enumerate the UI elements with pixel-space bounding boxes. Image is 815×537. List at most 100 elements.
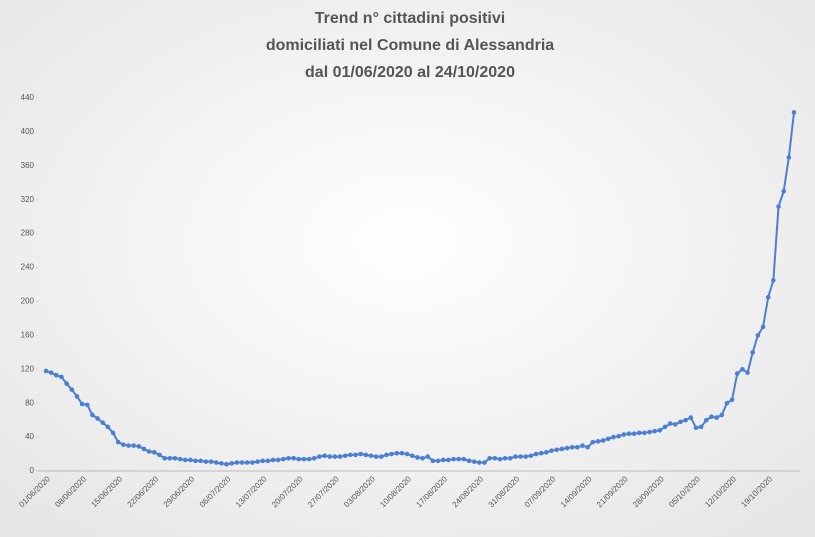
marker xyxy=(79,401,85,407)
y-tick-label: 40 xyxy=(25,432,34,441)
marker xyxy=(487,455,492,461)
marker xyxy=(683,417,688,423)
marker xyxy=(203,459,209,464)
marker xyxy=(311,455,317,461)
marker xyxy=(544,450,549,455)
marker xyxy=(337,454,343,459)
marker xyxy=(765,294,771,300)
marker xyxy=(688,415,694,420)
y-tick-label: 360 xyxy=(21,161,35,170)
marker xyxy=(420,455,425,461)
marker xyxy=(404,451,410,457)
y-tick-label: 80 xyxy=(25,398,34,407)
marker xyxy=(358,451,363,457)
marker xyxy=(590,439,596,445)
marker xyxy=(456,456,461,462)
marker xyxy=(636,430,642,436)
marker xyxy=(162,455,167,461)
marker xyxy=(255,459,260,464)
marker xyxy=(415,455,420,460)
marker xyxy=(786,155,792,160)
marker xyxy=(559,446,565,452)
marker xyxy=(74,394,80,399)
marker xyxy=(791,110,797,115)
marker xyxy=(146,449,152,454)
marker xyxy=(64,381,69,386)
marker xyxy=(513,454,518,459)
marker xyxy=(776,204,781,209)
marker xyxy=(425,454,431,459)
marker xyxy=(528,453,534,459)
marker xyxy=(141,446,147,452)
marker xyxy=(275,457,281,463)
marker xyxy=(430,458,436,464)
marker xyxy=(621,432,627,437)
marker xyxy=(642,430,647,436)
marker xyxy=(48,370,54,375)
marker xyxy=(100,420,106,425)
marker xyxy=(54,372,59,378)
y-tick-label: 440 xyxy=(21,93,35,102)
marker xyxy=(115,439,121,445)
y-tick-label: 280 xyxy=(21,229,35,238)
marker xyxy=(368,453,374,459)
marker xyxy=(172,455,178,461)
marker xyxy=(291,455,296,461)
marker xyxy=(724,400,730,406)
marker xyxy=(234,460,240,465)
marker xyxy=(177,456,183,462)
marker xyxy=(502,455,508,461)
chart-title: Trend n° cittadini positivi xyxy=(315,10,505,27)
y-tick-label: 200 xyxy=(21,297,35,306)
marker xyxy=(719,412,725,418)
marker xyxy=(348,452,353,458)
marker xyxy=(342,453,348,459)
marker xyxy=(229,461,235,466)
marker xyxy=(152,450,157,455)
y-tick-label: 320 xyxy=(21,195,35,204)
marker xyxy=(90,412,95,418)
marker xyxy=(59,374,64,380)
marker xyxy=(446,457,451,463)
marker xyxy=(471,459,477,464)
marker xyxy=(131,443,136,448)
marker xyxy=(647,429,652,435)
marker xyxy=(549,448,554,453)
marker xyxy=(554,447,560,453)
marker xyxy=(704,417,709,423)
marker xyxy=(306,456,312,462)
marker xyxy=(518,454,523,459)
marker xyxy=(265,458,271,464)
marker xyxy=(126,443,131,448)
marker xyxy=(734,371,740,376)
y-tick-label: 120 xyxy=(21,364,35,373)
chart-title: domiciliati nel Comune di Alessandria xyxy=(266,37,554,54)
marker xyxy=(477,460,482,465)
marker xyxy=(626,431,632,437)
marker xyxy=(745,370,750,375)
marker xyxy=(394,450,400,456)
marker xyxy=(373,454,379,459)
marker xyxy=(461,456,467,462)
marker xyxy=(301,456,307,462)
marker xyxy=(322,453,327,459)
marker xyxy=(497,456,503,462)
marker xyxy=(605,436,611,442)
marker xyxy=(652,428,658,434)
marker xyxy=(280,456,286,462)
marker xyxy=(667,421,673,426)
marker xyxy=(286,455,291,461)
marker xyxy=(389,451,394,457)
marker xyxy=(193,458,198,464)
marker xyxy=(616,433,621,439)
marker xyxy=(709,414,714,420)
marker xyxy=(755,333,761,338)
marker xyxy=(750,350,756,355)
marker xyxy=(482,460,487,465)
marker xyxy=(363,452,369,458)
y-tick-label: 160 xyxy=(21,330,35,339)
marker xyxy=(538,450,544,456)
marker xyxy=(105,424,111,430)
marker xyxy=(714,415,719,420)
